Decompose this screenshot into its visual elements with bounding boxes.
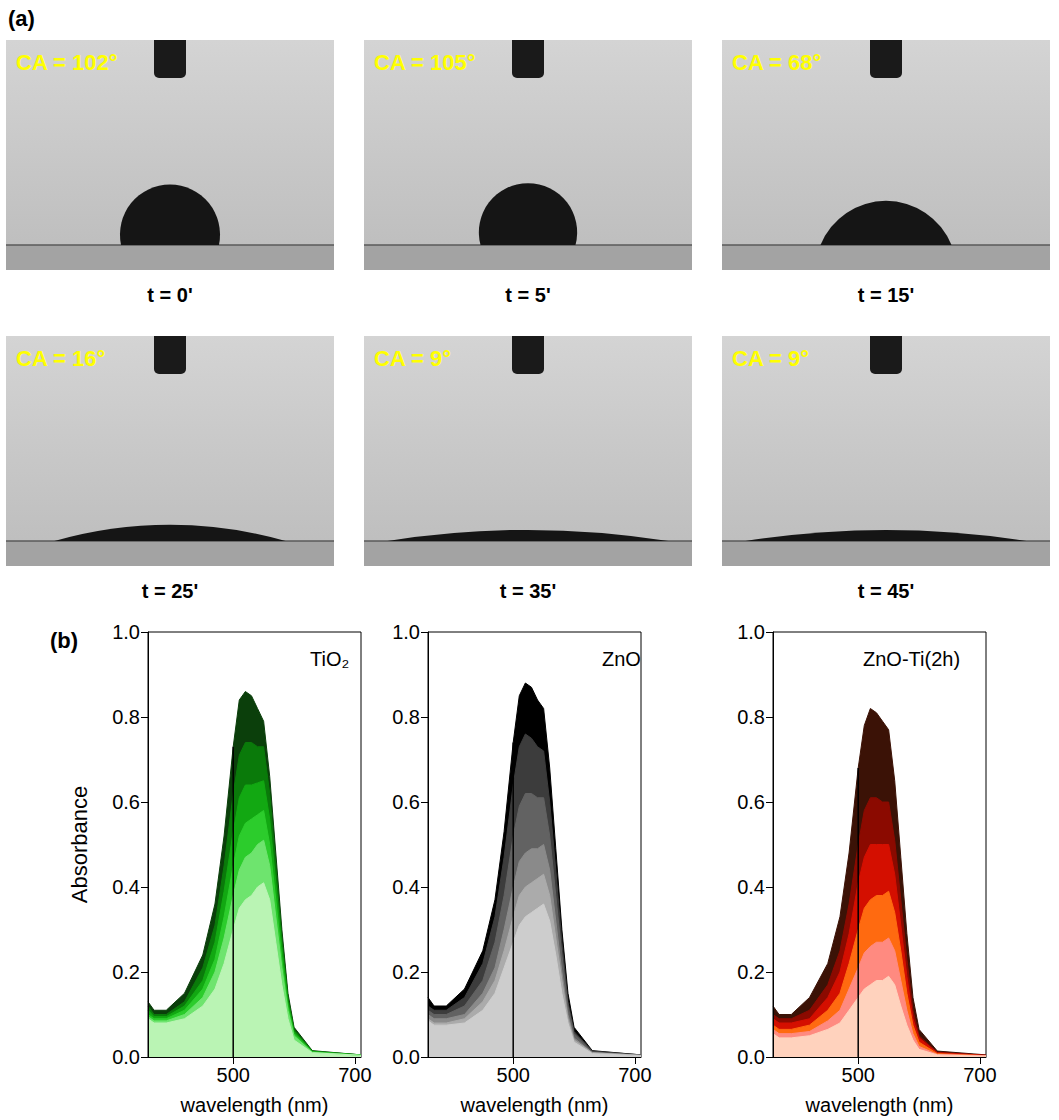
svg-text:wavelength (nm): wavelength (nm) [460,1094,609,1116]
svg-text:t = 25': t = 25' [142,580,198,602]
svg-text:700: 700 [618,1064,651,1086]
svg-text:500: 500 [217,1064,250,1086]
svg-text:500: 500 [842,1064,875,1086]
svg-text:0.2: 0.2 [737,961,765,983]
html-text:(b): (b) [50,628,79,653]
svg-text:0.8: 0.8 [392,706,420,728]
svg-text:TiO₂: TiO₂ [310,648,349,670]
svg-text:t = 45': t = 45' [858,580,914,602]
svg-text:ZnO: ZnO [602,648,641,670]
svg-text:Absorbance: Absorbance [67,786,92,903]
svg-text:0.4: 0.4 [112,876,140,898]
svg-text:CA = 105°: CA = 105° [374,50,476,75]
svg-text:t = 35': t = 35' [500,580,556,602]
svg-text:t = 0': t = 0' [147,284,192,306]
svg-text:wavelength (nm): wavelength (nm) [805,1094,954,1116]
svg-text:CA = 102°: CA = 102° [16,50,118,75]
svg-text:CA = 9°: CA = 9° [732,346,809,371]
svg-text:t = 5': t = 5' [505,284,550,306]
svg-text:0.8: 0.8 [112,706,140,728]
svg-text:1.0: 1.0 [392,621,420,643]
svg-text:0.8: 0.8 [737,706,765,728]
svg-text:700: 700 [963,1064,996,1086]
svg-text:0.4: 0.4 [737,876,765,898]
svg-text:wavelength (nm): wavelength (nm) [180,1094,329,1116]
svg-text:700: 700 [338,1064,371,1086]
svg-text:0.6: 0.6 [737,791,765,813]
svg-text:0.2: 0.2 [112,961,140,983]
svg-text:0.6: 0.6 [392,791,420,813]
svg-text:0.0: 0.0 [392,1046,420,1068]
svg-text:(a): (a) [8,6,35,31]
svg-text:0.0: 0.0 [737,1046,765,1068]
svg-text:0.4: 0.4 [392,876,420,898]
svg-text:CA = 16°: CA = 16° [16,346,105,371]
svg-text:CA = 68°: CA = 68° [732,50,821,75]
svg-text:1.0: 1.0 [737,621,765,643]
svg-text:0.2: 0.2 [392,961,420,983]
svg-text:ZnO-Ti(2h): ZnO-Ti(2h) [863,648,960,670]
svg-text:500: 500 [497,1064,530,1086]
svg-text:t = 15': t = 15' [858,284,914,306]
svg-text:0.6: 0.6 [112,791,140,813]
svg-text:0.0: 0.0 [112,1046,140,1068]
svg-text:CA = 9°: CA = 9° [374,346,451,371]
svg-text:1.0: 1.0 [112,621,140,643]
